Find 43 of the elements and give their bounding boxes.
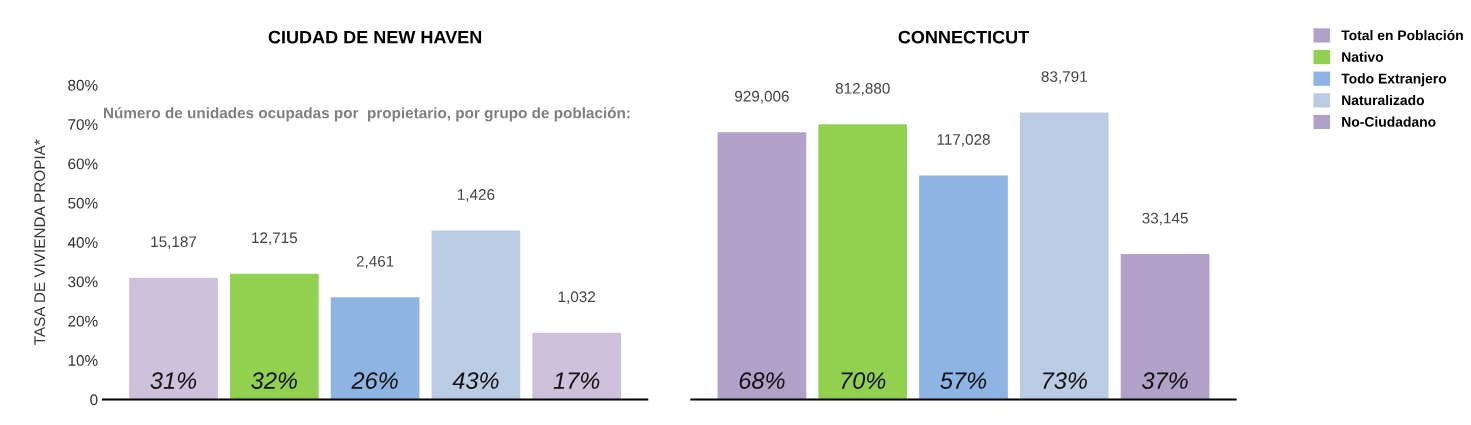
data-label: 73% [1043, 372, 1087, 389]
chart-title: CIUDAD DE NEW HAVEN [268, 30, 482, 44]
legend-label: Nativo [1342, 51, 1384, 62]
bar [532, 332, 622, 400]
bar [129, 277, 218, 400]
data-label: 37% [1142, 372, 1188, 389]
y-tick-label: 20% [68, 315, 98, 327]
data-label: 68% [739, 372, 785, 389]
legend-label: Naturalizado [1342, 94, 1425, 106]
text: 812,880 [835, 82, 890, 96]
y-axis-title: TASA DE VIVIENDA PROPIA* [34, 139, 46, 345]
data-label: 43% [452, 372, 499, 389]
annotation: 1,032 [558, 291, 596, 304]
bar [229, 273, 319, 400]
data-label: 17% [553, 372, 600, 389]
data-label: 26% [351, 372, 398, 389]
text: 83,791 [1041, 71, 1087, 84]
annotation: Número de unidades ocupadas por propietario, por grupo de población: [103, 107, 630, 122]
legend-label: Total en Población [1341, 29, 1463, 41]
y-tick-label: 40% [67, 237, 98, 248]
y-tick-label: 80% [68, 79, 98, 91]
annotation: 15,187 [151, 236, 197, 249]
data-label: 57% [940, 372, 987, 389]
annotation: 1,426 [457, 189, 495, 202]
bar [431, 230, 521, 400]
data-label: 32% [251, 372, 297, 389]
legend-label: Todo Extranjero [1341, 73, 1447, 87]
data-label: 31% [150, 372, 197, 389]
annotation: 33,145 [1142, 212, 1188, 226]
bar [330, 297, 420, 400]
annotation: 2,461 [356, 255, 394, 269]
y-tick-label: 10% [68, 355, 98, 366]
data-label: 70% [841, 372, 886, 389]
y-tick-label: 0 [90, 394, 98, 406]
annotation: 117,028 [937, 134, 990, 147]
legend-label: No-Ciudadano [1342, 116, 1436, 127]
y-tick-label: 70% [68, 119, 98, 130]
y-tick-label: 30% [68, 276, 98, 288]
y-tick-label: 60% [68, 158, 98, 170]
chart-title: CONNECTICUT [898, 30, 1030, 44]
text: 929,006 [735, 90, 789, 104]
annotation: 12,715 [252, 232, 298, 245]
y-tick-label: 50% [68, 197, 98, 209]
